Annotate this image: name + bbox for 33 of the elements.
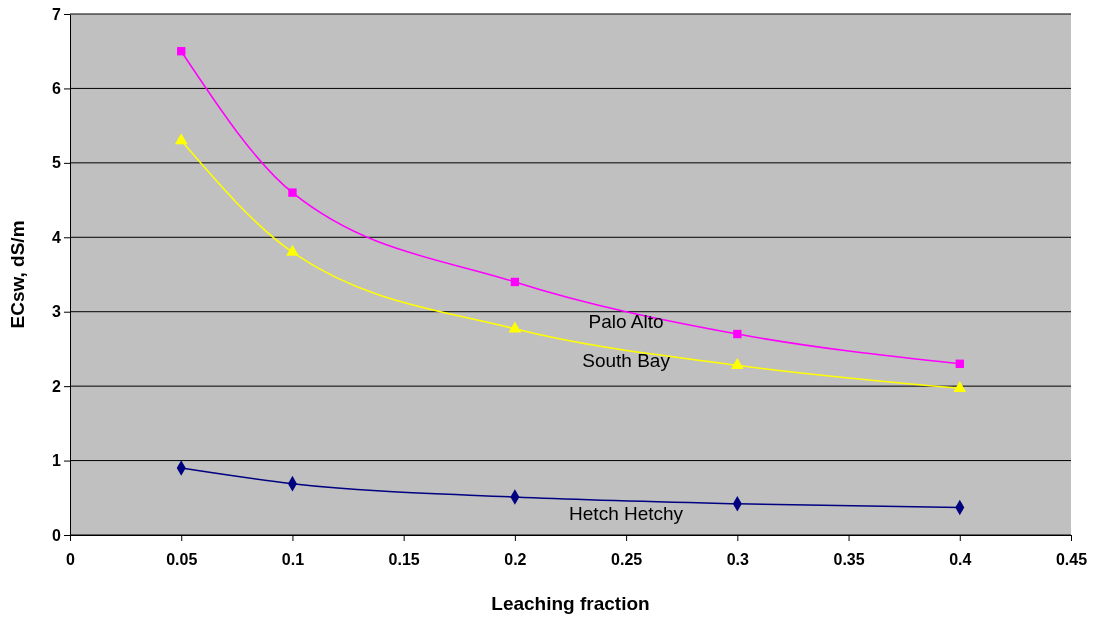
y-tick-label: 5 (52, 154, 62, 172)
x-tick-label: 0.25 (611, 550, 643, 568)
series-label: South Bay (582, 350, 671, 372)
point (955, 359, 964, 368)
y-axis-title: ECsw, dS/m (7, 220, 28, 329)
x-axis-title: Leaching fraction (491, 593, 650, 614)
y-tick-label: 7 (52, 5, 62, 23)
point (286, 244, 299, 256)
point (510, 277, 520, 287)
y-tick-label: 6 (52, 80, 62, 98)
x-tick-label: 0.35 (833, 550, 865, 568)
y-tick-label: 1 (52, 452, 62, 470)
y-tick-label: 3 (52, 303, 62, 321)
series-label: Palo Alto (588, 310, 664, 332)
point (733, 329, 742, 339)
x-tick-label: 0 (66, 550, 76, 568)
y-tick-label: 4 (52, 228, 62, 246)
x-tick-label: 0.1 (281, 550, 305, 568)
x-tick-label: 0.45 (1055, 550, 1088, 568)
point (288, 188, 297, 197)
series-label: Hetch Hetchy (569, 503, 684, 525)
x-tick-label: 0.4 (949, 550, 972, 568)
point (174, 133, 188, 145)
point (508, 321, 522, 333)
point (177, 47, 186, 56)
x-tick-label: 0.15 (388, 550, 420, 568)
point (953, 381, 967, 393)
x-tick-label: 0.3 (726, 550, 750, 568)
y-tick-label: 0 (52, 526, 62, 544)
point (730, 357, 744, 369)
x-tick-label: 0.2 (504, 550, 527, 568)
x-tick-label: 0.05 (166, 550, 198, 568)
y-tick-label: 2 (52, 377, 62, 395)
